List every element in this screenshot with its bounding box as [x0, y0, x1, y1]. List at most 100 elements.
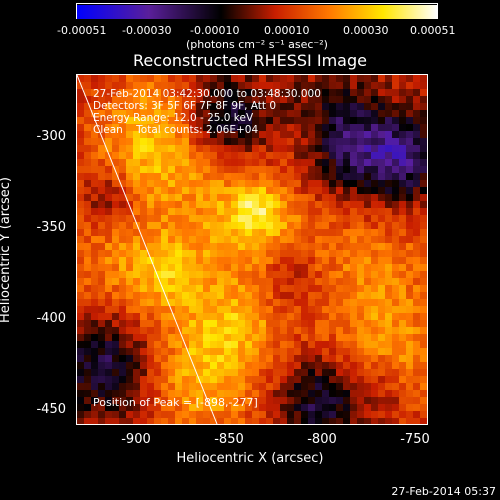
heatmap-cell [168, 334, 175, 341]
heatmap-cell [154, 411, 161, 418]
heatmap-cell [399, 299, 406, 306]
heatmap-cell [420, 404, 427, 411]
heatmap-cell [140, 278, 147, 285]
heatmap-cell [350, 250, 357, 257]
heatmap-cell [140, 306, 147, 313]
heatmap-cell [161, 222, 168, 229]
heatmap-cell [420, 257, 427, 264]
heatmap-cell [140, 355, 147, 362]
heatmap-cell [84, 271, 91, 278]
heatmap-cell [147, 187, 154, 194]
heatmap-cell [294, 306, 301, 313]
heatmap-cell [77, 131, 84, 138]
heatmap-cell [126, 201, 133, 208]
heatmap-cell [196, 243, 203, 250]
heatmap-cell [154, 313, 161, 320]
heatmap-cell [252, 159, 259, 166]
heatmap-cell [217, 152, 224, 159]
heatmap-cell [371, 355, 378, 362]
heatmap-cell [336, 341, 343, 348]
heatmap-cell [126, 124, 133, 131]
heatmap-cell [182, 208, 189, 215]
heatmap-cell [112, 201, 119, 208]
heatmap-cell [364, 173, 371, 180]
heatmap-cell [238, 341, 245, 348]
heatmap-cell [329, 278, 336, 285]
heatmap-cell [84, 334, 91, 341]
heatmap-cell [329, 299, 336, 306]
heatmap-cell [175, 334, 182, 341]
heatmap-cell [175, 131, 182, 138]
heatmap-cell [406, 159, 413, 166]
heatmap-cell [343, 208, 350, 215]
heatmap-cell [336, 320, 343, 327]
heatmap-cell [315, 348, 322, 355]
heatmap-cell [140, 166, 147, 173]
heatmap-cell [245, 159, 252, 166]
heatmap-cell [140, 397, 147, 404]
heatmap-cell [126, 348, 133, 355]
heatmap-cell [84, 89, 91, 96]
heatmap-cell [406, 334, 413, 341]
heatmap-cell [182, 145, 189, 152]
heatmap-cell [259, 418, 266, 424]
heatmap-cell [196, 82, 203, 89]
y-tick-label: -300 [36, 129, 66, 144]
heatmap-cell [406, 215, 413, 222]
heatmap-cell [203, 383, 210, 390]
heatmap-cell [294, 327, 301, 334]
heatmap-cell [98, 250, 105, 257]
heatmap-cell [252, 103, 259, 110]
heatmap-cell [245, 404, 252, 411]
heatmap-cell [315, 89, 322, 96]
heatmap-cell [385, 278, 392, 285]
heatmap-cell [280, 173, 287, 180]
heatmap-cell [343, 376, 350, 383]
heatmap-cell [119, 355, 126, 362]
heatmap-cell [364, 306, 371, 313]
colorbar-tick: 0.00051 [410, 24, 456, 37]
heatmap-cell [210, 369, 217, 376]
heatmap-cell [301, 390, 308, 397]
heatmap-cell [280, 180, 287, 187]
heatmap-cell [406, 327, 413, 334]
heatmap-cell [140, 341, 147, 348]
heatmap-cell [350, 243, 357, 250]
heatmap-cell [196, 96, 203, 103]
heatmap-cell [280, 236, 287, 243]
heatmap-cell [91, 264, 98, 271]
heatmap-cell [343, 404, 350, 411]
heatmap-cell [119, 145, 126, 152]
heatmap-cell [294, 229, 301, 236]
heatmap-cell [224, 201, 231, 208]
colorbar-tick: 0.00030 [343, 24, 389, 37]
heatmap-cell [301, 75, 308, 82]
heatmap-cell [203, 369, 210, 376]
heatmap-cell [175, 411, 182, 418]
heatmap-cell [203, 390, 210, 397]
heatmap-cell [259, 327, 266, 334]
heatmap-cell [301, 257, 308, 264]
heatmap-cell [406, 138, 413, 145]
heatmap-cell [392, 82, 399, 89]
heatmap-cell [77, 250, 84, 257]
heatmap-cell [357, 341, 364, 348]
heatmap-cell [385, 334, 392, 341]
heatmap-cell [259, 355, 266, 362]
heatmap-cell [399, 166, 406, 173]
heatmap-cell [287, 180, 294, 187]
heatmap-cell [336, 362, 343, 369]
heatmap-cell [77, 152, 84, 159]
heatmap-cell [371, 299, 378, 306]
heatmap-cell [266, 117, 273, 124]
heatmap-cell [224, 341, 231, 348]
heatmap-cell [217, 355, 224, 362]
heatmap-cell [287, 187, 294, 194]
heatmap-cell [84, 397, 91, 404]
heatmap-cell [392, 215, 399, 222]
heatmap-cell [266, 194, 273, 201]
heatmap-cell [329, 145, 336, 152]
colorbar-tick: -0.00051 [57, 24, 107, 37]
heatmap-cell [91, 292, 98, 299]
heatmap-cell [154, 145, 161, 152]
